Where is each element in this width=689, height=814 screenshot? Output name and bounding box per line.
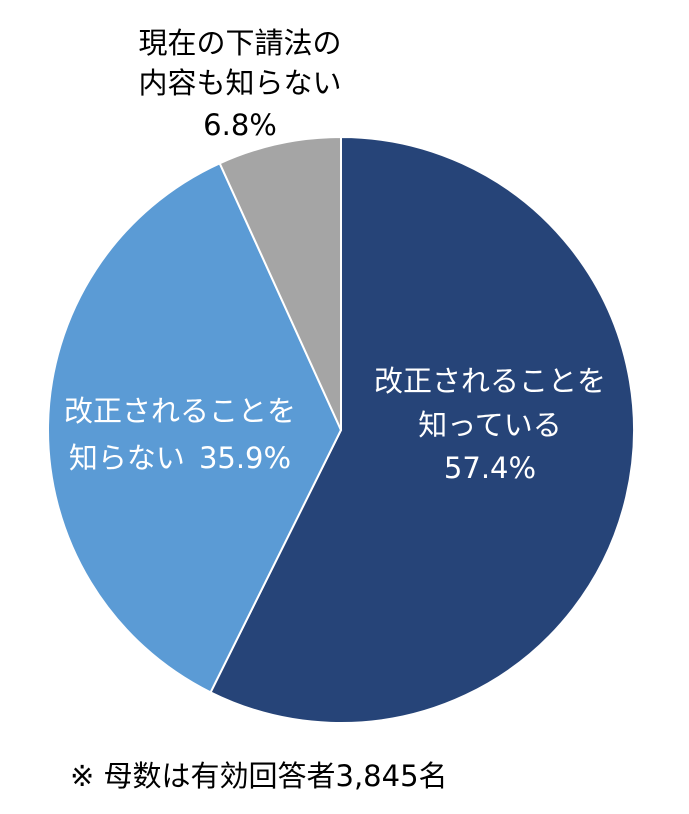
value-label: 57.4%: [444, 451, 536, 485]
slice-label-line: 改正されることを: [64, 394, 296, 428]
slice-label: 内容も知らない: [138, 66, 341, 100]
slice-label-line: 内容も知らない: [138, 66, 341, 100]
slice-label: 改正されることを: [64, 394, 296, 428]
slice-label: 改正されることを: [374, 364, 606, 398]
footnote: ※ 母数は有効回答者3,845名: [70, 759, 448, 793]
value-label: 35.9%: [199, 441, 291, 475]
slice-label-line: 現在の下請法の: [138, 26, 341, 60]
pie-slice: [209, 135, 635, 724]
slice-label: 知っている: [418, 408, 562, 442]
slice-label-line: 知っている: [418, 408, 562, 442]
pie-slice: [47, 161, 343, 694]
slice-label-line: 知らない: [69, 441, 185, 475]
slice-label-line: 改正されることを: [374, 364, 606, 398]
slice-label: 知らない 35.9%: [69, 441, 291, 475]
slice-label: 現在の下請法の: [138, 26, 341, 60]
pie-slice: [218, 135, 342, 431]
value-label: 6.8%: [203, 108, 277, 142]
